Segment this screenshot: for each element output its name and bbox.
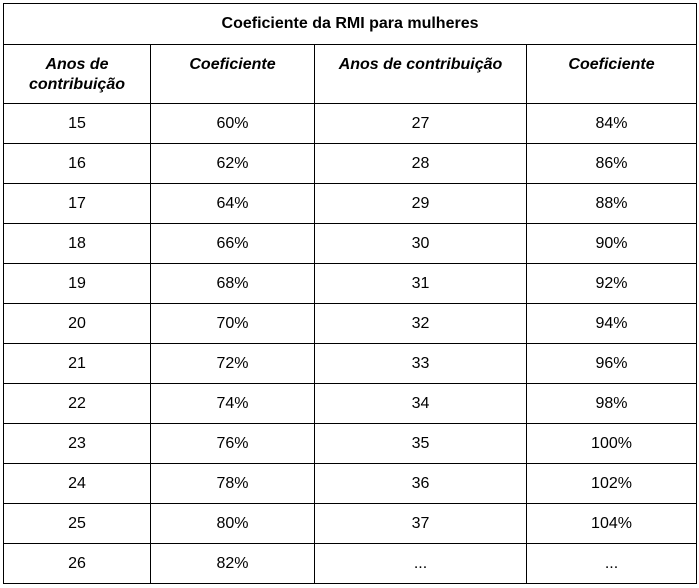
cell-coefficient-right: 84% <box>525 103 698 144</box>
table-row: 24 78% 36 102% <box>3 463 698 504</box>
cell-coefficient-left: 80% <box>150 503 315 544</box>
table-row: 21 72% 33 96% <box>3 343 698 384</box>
cell-years-right: 29 <box>314 183 527 224</box>
cell-coefficient-left: 76% <box>150 423 315 464</box>
table-row: 25 80% 37 104% <box>3 503 698 544</box>
cell-years-left: 23 <box>3 423 151 464</box>
cell-coefficient-left: 82% <box>150 543 315 584</box>
cell-coefficient-left: 70% <box>150 303 315 344</box>
cell-coefficient-right: ... <box>525 543 698 584</box>
cell-years-right: 27 <box>314 103 527 144</box>
table-row: 15 60% 27 84% <box>3 103 698 144</box>
cell-years-right: 33 <box>314 343 527 384</box>
cell-coefficient-left: 64% <box>150 183 315 224</box>
header-years-left: Anos de contribuição <box>3 44 151 104</box>
cell-coefficient-right: 88% <box>525 183 698 224</box>
cell-coefficient-right: 104% <box>525 503 698 544</box>
cell-years-left: 26 <box>3 543 151 584</box>
cell-years-right: 28 <box>314 143 527 184</box>
cell-years-left: 17 <box>3 183 151 224</box>
cell-years-left: 24 <box>3 463 151 504</box>
header-years-right: Anos de contribuição <box>314 44 527 104</box>
cell-coefficient-left: 66% <box>150 223 315 264</box>
header-coefficient-right: Coeficiente <box>525 44 698 104</box>
cell-coefficient-right: 90% <box>525 223 698 264</box>
cell-years-right: 37 <box>314 503 527 544</box>
table-row: 26 82%...... <box>3 543 698 584</box>
cell-years-left: 25 <box>3 503 151 544</box>
table-row: 19 68% 31 92% <box>3 263 698 304</box>
cell-coefficient-right: 96% <box>525 343 698 384</box>
cell-years-left: 20 <box>3 303 151 344</box>
table-title: Coeficiente da RMI para mulheres <box>2 3 698 45</box>
cell-coefficient-left: 78% <box>150 463 315 504</box>
table-row: 18 66% 30 90% <box>3 223 698 264</box>
cell-years-left: 18 <box>3 223 151 264</box>
cell-years-left: 22 <box>3 383 151 424</box>
cell-years-right: 32 <box>314 303 527 344</box>
table-row: 16 62% 28 86% <box>3 143 698 184</box>
rmi-coefficient-table-container: Coeficiente da RMI para mulheres Anos de… <box>2 3 698 584</box>
cell-coefficient-left: 74% <box>150 383 315 424</box>
cell-years-right: 34 <box>314 383 527 424</box>
cell-years-left: 19 <box>3 263 151 304</box>
rmi-coefficient-table: Coeficiente da RMI para mulheres Anos de… <box>2 3 698 584</box>
table-row: 23 76% 35 100% <box>3 423 698 464</box>
table-row: 17 64% 29 88% <box>3 183 698 224</box>
table-body: 15 60% 27 84% 16 62% 28 86% 17 64% 29 88% 18 66% 30 90%… <box>3 103 698 584</box>
table-row: 22 74% 34 98% <box>3 383 698 424</box>
cell-coefficient-right: 94% <box>525 303 698 344</box>
cell-years-left: 15 <box>3 103 151 144</box>
cell-coefficient-right: 100% <box>525 423 698 464</box>
cell-coefficient-right: 98% <box>525 383 698 424</box>
cell-years-right: 35 <box>314 423 527 464</box>
cell-coefficient-right: 86% <box>525 143 698 184</box>
table-header-row: Anos de contribuição Coeficiente Anos de… <box>3 44 698 104</box>
table-row: 20 70% 32 94% <box>3 303 698 344</box>
cell-years-right: 30 <box>314 223 527 264</box>
table-title-row: Coeficiente da RMI para mulheres <box>2 3 698 45</box>
cell-coefficient-left: 72% <box>150 343 315 384</box>
cell-coefficient-right: 102% <box>525 463 698 504</box>
cell-years-left: 21 <box>3 343 151 384</box>
cell-years-left: 16 <box>3 143 151 184</box>
cell-years-right: 36 <box>314 463 527 504</box>
cell-coefficient-left: 62% <box>150 143 315 184</box>
cell-coefficient-right: 92% <box>525 263 698 304</box>
header-coefficient-left: Coeficiente <box>150 44 315 104</box>
cell-coefficient-left: 60% <box>150 103 315 144</box>
cell-years-right: 31 <box>314 263 527 304</box>
cell-years-right: ... <box>314 543 527 584</box>
cell-coefficient-left: 68% <box>150 263 315 304</box>
